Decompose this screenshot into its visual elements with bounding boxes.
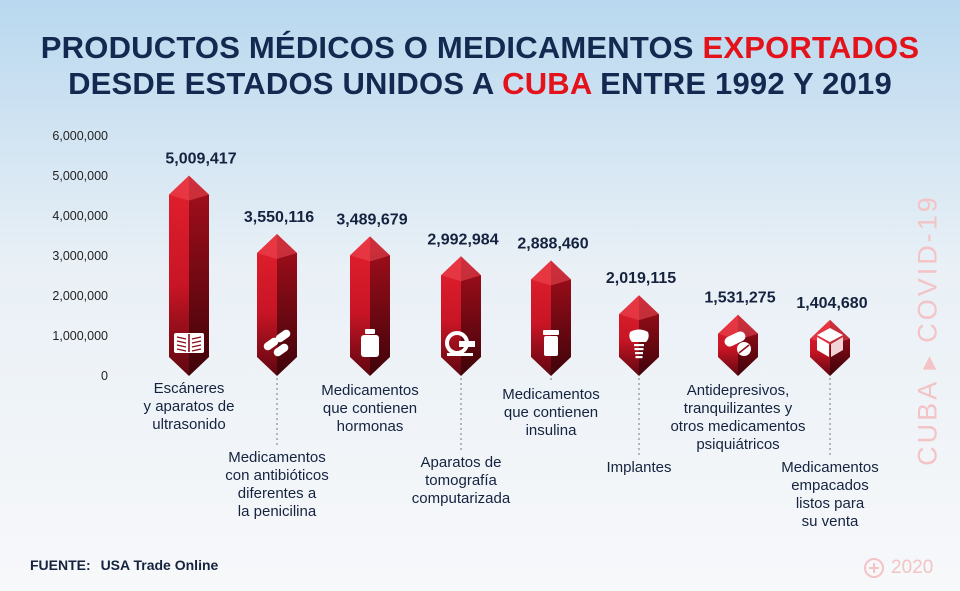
value-label-5: 2,019,115 [606,270,676,287]
category-label-7: Medicamentos empacados listos para su venta [781,459,879,530]
bar-top-5 [619,295,659,321]
bar-3 [441,256,481,452]
source-note: FUENTE: USA Trade Online [30,557,224,573]
category-line-7-2: listos para [796,495,865,512]
plus-circle-icon [864,558,884,578]
chart-title: PRODUCTOS MÉDICOS O MEDICAMENTOS EXPORTA… [0,30,960,102]
category-line-0-1: y aparatos de [144,398,235,415]
category-line-5-0: Implantes [606,459,671,476]
y-tick-label-3: 3,000,000 [52,249,108,263]
bars-group [169,175,850,458]
value-label-2: 3,489,679 [336,211,407,228]
side-tag: CUBA ▸ COVID-19 [912,194,943,466]
y-axis: 0 1,000,000 2,000,000 3,000,000 4,000,000 5,0… [52,129,108,383]
category-line-0-2: ultrasonido [152,416,225,433]
dental-implant-icon [629,329,649,359]
category-line-6-3: psiquiátricos [696,436,779,453]
vial-icon [361,329,379,357]
y-tick-label-2: 2,000,000 [52,289,108,303]
title-part-4: ENTRE 1992 Y 2019 [591,66,892,101]
bar-1 [257,233,297,448]
value-label-6: 1,531,275 [704,290,775,307]
category-line-1-2: diferentes a [238,485,317,502]
title-part-1: EXPORTADOS [702,30,920,65]
category-line-1-1: con antibióticos [225,467,328,484]
category-line-3-2: computarizada [412,490,511,507]
title-part-3: CUBA [502,66,592,101]
bar-5 [619,295,659,458]
bar-top-4 [531,260,571,286]
category-line-3-0: Aparatos de [421,454,502,471]
category-line-2-2: hormonas [337,418,404,435]
category-line-6-2: otros medicamentos [670,418,805,435]
bar-front-0 [169,175,189,376]
value-label-0: 5,009,417 [165,151,236,168]
bar-4 [531,260,571,382]
ct-scanner-icon [445,331,475,356]
bar-2 [350,236,390,376]
title-part-0: PRODUCTOS MÉDICOS O MEDICAMENTOS [40,30,703,65]
pills-icon [263,329,291,357]
category-labels-group: Escáneres y aparatos de ultrasonidoMedicam… [144,380,879,530]
category-line-6-0: Antidepresivos, [687,382,790,399]
xray-icon [174,333,204,353]
category-line-4-0: Medicamentos [502,386,600,403]
category-line-7-1: empacados [791,477,869,494]
y-tick-label-5: 5,000,000 [52,169,108,183]
category-line-2-0: Medicamentos [321,382,419,399]
category-label-3: Aparatos de tomografía computarizada [412,454,511,507]
category-line-2-1: que contienen [323,400,417,417]
y-tick-label-0: 0 [101,369,108,383]
bar-top-6 [718,314,758,340]
source-text: USA Trade Online [100,557,219,573]
value-labels-group: 5,009,417 3,550,116 3,489,679 2,992,984 2,88… [165,151,867,312]
bar-6 [718,314,758,376]
y-tick-label-6: 6,000,000 [52,129,108,143]
category-label-5: Implantes [606,459,671,476]
bar-top-3 [441,256,481,282]
value-label-4: 2,888,460 [517,235,588,252]
package-icon [817,328,843,357]
category-label-1: Medicamentos con antibióticos diferentes a… [225,449,328,520]
category-line-3-1: tomografía [425,472,497,489]
bar-top-2 [350,236,390,262]
value-label-3: 2,992,984 [427,231,498,248]
category-line-0-0: Escáneres [154,380,225,397]
category-line-1-3: la penicilina [238,503,317,520]
title-part-2: DESDE ESTADOS UNIDOS A [68,66,503,101]
capsules-icon [724,331,751,356]
bar-side-0 [189,175,209,376]
category-line-1-0: Medicamentos [228,449,326,466]
category-line-4-1: que contienen [504,404,598,421]
category-label-6: Antidepresivos, tranquilizantes y otros me… [670,382,805,453]
category-label-0: Escáneres y aparatos de ultrasonido [144,380,235,433]
y-tick-label-4: 4,000,000 [52,209,108,223]
category-line-7-0: Medicamentos [781,459,879,476]
year-text: 2020 [891,557,934,578]
category-line-4-2: insulina [526,422,578,439]
bar-7 [810,319,850,456]
year-tag: 2020 [864,557,933,579]
value-label-1: 3,550,116 [244,209,314,226]
bar-top-0 [169,175,209,201]
category-label-4: Medicamentos que contienen insulina [502,386,600,439]
value-label-7: 1,404,680 [796,295,867,312]
bar-top-1 [257,233,297,259]
insulin-vial-icon [543,330,559,356]
category-line-7-3: su venta [802,513,859,530]
y-tick-label-1: 1,000,000 [52,329,108,343]
category-line-6-1: tranquilizantes y [684,400,793,417]
category-label-2: Medicamentos que contienen hormonas [321,382,419,435]
source-label: FUENTE: [30,557,91,573]
bar-0 [169,175,209,376]
